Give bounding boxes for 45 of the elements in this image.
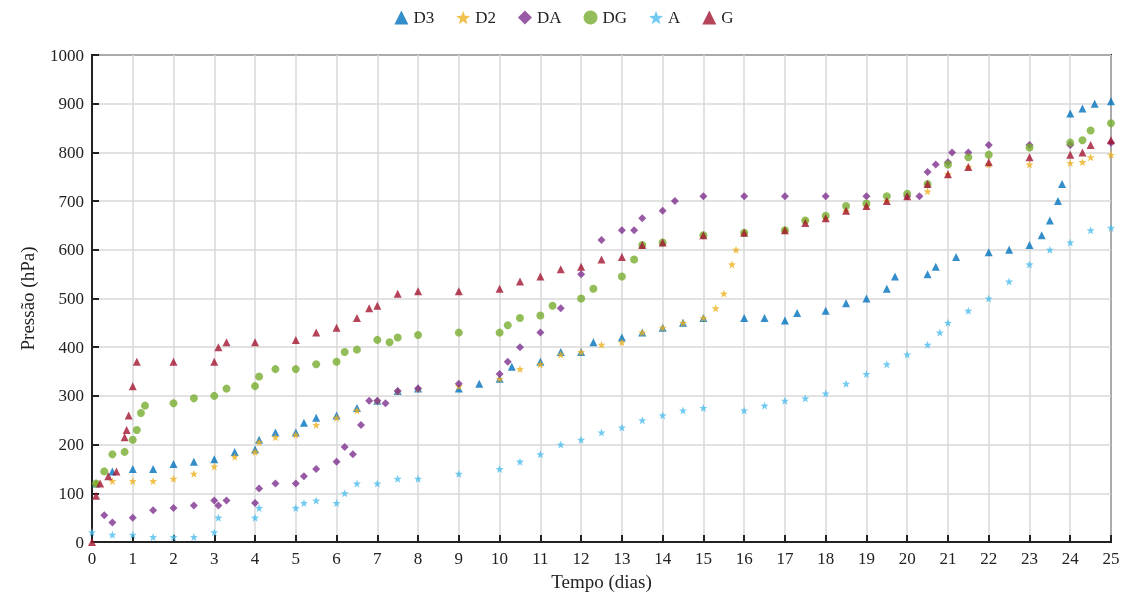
- y-tick-label: 700: [58, 191, 84, 211]
- y-tick-label: 300: [58, 386, 84, 406]
- x-tick-label: 23: [1020, 549, 1038, 568]
- x-tick-label: 8: [413, 549, 423, 568]
- y-tick-label: 800: [58, 142, 84, 162]
- y-tick-label: 0: [75, 532, 84, 552]
- x-tick-label: 11: [532, 549, 549, 568]
- y-tick-label: 500: [58, 289, 84, 308]
- legend-label: D2: [475, 8, 496, 27]
- x-tick-label: 19: [857, 549, 875, 568]
- x-tick-label: 4: [250, 549, 260, 568]
- x-tick-label: 12: [572, 549, 590, 568]
- y-tick-label: 400: [58, 337, 84, 357]
- y-tick-label: 900: [58, 94, 84, 114]
- x-tick-label: 24: [1061, 549, 1080, 568]
- x-tick-label: 18: [817, 549, 835, 568]
- y-tick-label: 200: [58, 435, 84, 455]
- x-tick-label: 10: [491, 549, 509, 568]
- x-tick-label: 2: [169, 549, 178, 568]
- y-tick-label: 100: [58, 483, 84, 503]
- x-tick-label: 22: [980, 549, 998, 568]
- x-tick-label: 13: [613, 549, 631, 568]
- legend-label: A: [668, 8, 682, 27]
- legend-label: DG: [602, 8, 628, 27]
- x-tick-label: 16: [735, 549, 753, 568]
- x-axis-title: Tempo (dias): [551, 571, 652, 593]
- x-tick-label: 15: [694, 549, 712, 568]
- y-tick-label: 1000: [50, 45, 84, 65]
- x-tick-label: 17: [776, 549, 794, 568]
- y-axis-title: Pressão (hPa): [17, 246, 39, 351]
- x-tick-label: 14: [654, 549, 672, 568]
- legend-label: G: [721, 8, 734, 27]
- legend-label: DA: [536, 8, 563, 27]
- x-tick-label: 20: [898, 549, 916, 568]
- y-tick-label: 600: [58, 240, 84, 260]
- x-tick-label: 5: [291, 549, 301, 568]
- x-tick-label: 3: [210, 549, 219, 568]
- x-tick-label: 0: [87, 549, 97, 568]
- x-tick-label: 1: [128, 549, 138, 568]
- x-tick-label: 6: [332, 549, 341, 568]
- x-tick-label: 25: [1102, 549, 1120, 568]
- legend-label: D3: [413, 8, 435, 27]
- x-tick-label: 7: [373, 549, 383, 568]
- x-tick-label: 21: [939, 549, 957, 568]
- x-tick-label: 9: [454, 549, 464, 568]
